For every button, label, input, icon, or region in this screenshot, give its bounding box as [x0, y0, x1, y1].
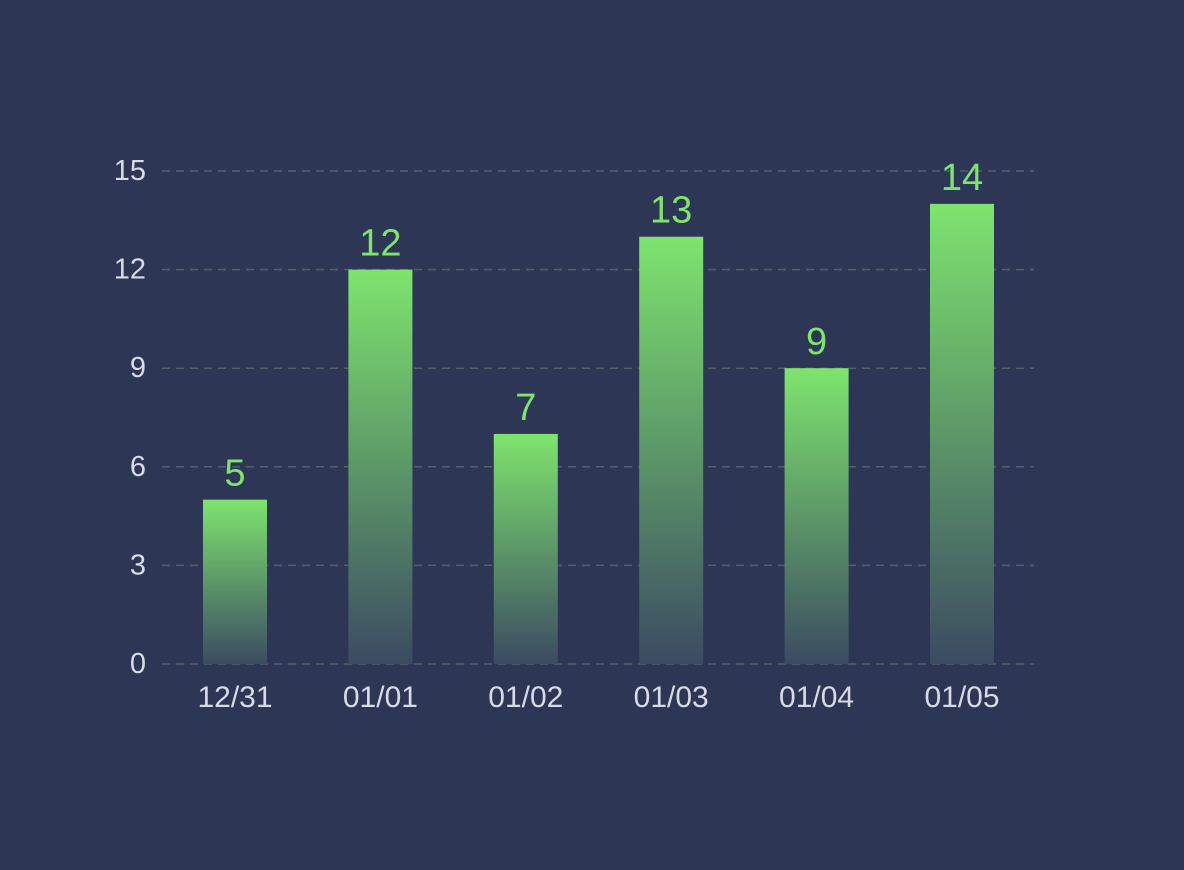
y-tick-label: 12 [114, 254, 146, 286]
bar [639, 237, 703, 664]
bar [348, 270, 412, 664]
x-tick-label: 12/31 [197, 681, 272, 714]
bar-value-label: 14 [941, 157, 983, 199]
bar-value-label: 12 [359, 223, 401, 265]
bar [930, 204, 994, 664]
x-tick-label: 01/02 [488, 681, 563, 714]
bar [203, 500, 267, 664]
y-tick-label: 6 [130, 451, 146, 483]
bar-value-label: 9 [806, 321, 827, 363]
y-tick-label: 9 [130, 352, 146, 384]
x-tick-label: 01/01 [343, 681, 418, 714]
bar [494, 434, 558, 664]
bar-value-label: 13 [650, 190, 692, 232]
x-tick-label: 01/03 [634, 681, 709, 714]
bar-value-label: 7 [515, 387, 536, 429]
y-tick-label: 3 [130, 549, 146, 581]
y-tick-label: 0 [130, 648, 146, 680]
x-tick-label: 01/04 [779, 681, 854, 714]
y-tick-label: 15 [114, 155, 146, 187]
x-tick-label: 01/05 [924, 681, 999, 714]
bar [785, 368, 849, 664]
bar-value-label: 5 [224, 453, 245, 495]
